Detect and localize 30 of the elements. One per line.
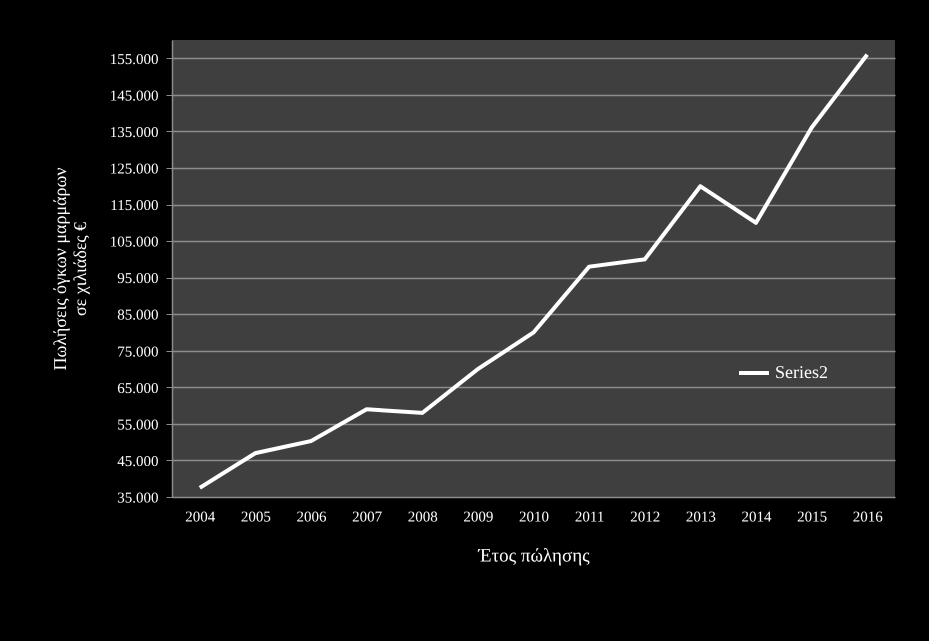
y-tick-label: 65.000 <box>117 380 158 397</box>
y-tick-label: 35.000 <box>117 490 158 506</box>
x-tick-label: 2007 <box>352 510 383 526</box>
y-tick-label: 95.000 <box>117 271 158 288</box>
x-tick-label: 2008 <box>408 510 438 526</box>
x-tick-label: 2013 <box>686 510 716 526</box>
y-tick-label: 55.000 <box>117 417 158 434</box>
y-tick-label: 115.000 <box>110 198 158 214</box>
x-tick-label: 2005 <box>240 510 271 526</box>
y-tick-label: 85.000 <box>117 308 158 324</box>
x-tick-label: 2004 <box>185 510 216 526</box>
line-series <box>198 52 870 490</box>
x-tick-label: 2010 <box>519 510 549 526</box>
y-tick-label: 105.000 <box>110 234 158 251</box>
x-axis-title: Έτος πώλησης <box>477 546 590 566</box>
x-tick-label: 2014 <box>741 510 772 526</box>
x-tick-label: 2012 <box>630 510 660 526</box>
y-tick-label: 135.000 <box>110 124 158 141</box>
y-tick-label: 125.000 <box>110 161 158 178</box>
y-tick-label: 155.000 <box>110 52 158 68</box>
y-tick-label: 145.000 <box>110 88 158 104</box>
y-tick-label: 45.000 <box>117 454 158 470</box>
x-tick-label: 2016 <box>852 510 884 526</box>
legend-label: Series2 <box>775 362 828 382</box>
x-tick-label: 2006 <box>296 510 328 526</box>
y-tick-label: 75.000 <box>117 344 158 360</box>
x-tick-label: 2009 <box>463 510 494 526</box>
y-axis-title: Πωλήσεις όγκων μαρμάρων σε χιλιάδες € <box>50 167 90 371</box>
x-tick-label: 2011 <box>574 510 604 526</box>
x-tick-label: 2015 <box>797 510 828 526</box>
